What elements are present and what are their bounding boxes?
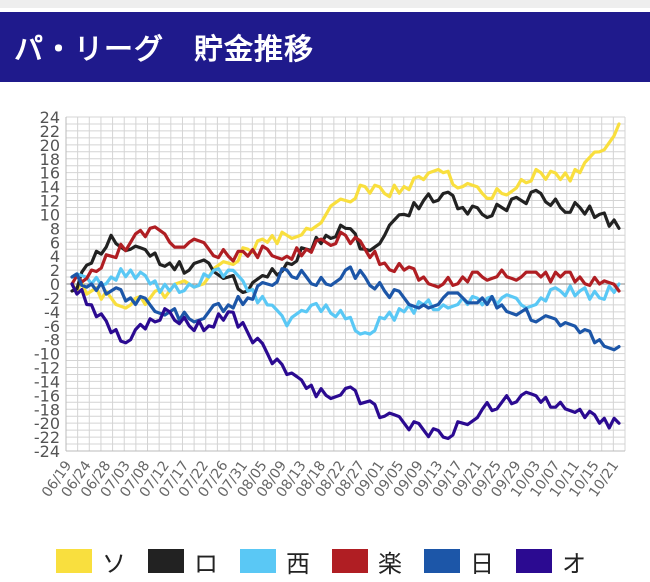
legend-label: ロ (194, 549, 218, 578)
y-tick-label: -14 (34, 372, 60, 391)
series-line-2 (70, 188, 621, 294)
y-tick-label: -18 (34, 400, 60, 419)
series-line-6 (70, 282, 621, 441)
y-tick-label: -12 (34, 359, 60, 378)
legend-label: ソ (102, 549, 126, 578)
y-tick-label: 18 (40, 150, 60, 169)
y-tick-label: 6 (50, 233, 60, 252)
legend-swatch (332, 549, 368, 573)
y-tick-label: -22 (34, 428, 60, 447)
y-tick-label: -16 (34, 386, 60, 405)
legend-item-raku: 楽 (332, 544, 402, 579)
y-tick-label: 0 (50, 275, 60, 294)
y-tick-label: 20 (40, 136, 60, 155)
series-line-4 (70, 225, 621, 293)
y-tick-label: 2 (50, 261, 60, 280)
y-tick-label: -24 (34, 442, 60, 461)
legend-label: 日 (470, 549, 494, 578)
legend-swatch (240, 549, 276, 573)
y-tick-label: 12 (40, 192, 60, 211)
legend-item-ro: ロ (148, 544, 218, 579)
legend-swatch (56, 549, 92, 573)
y-tick-label: 14 (40, 178, 60, 197)
y-tick-label: 24 (40, 108, 60, 127)
legend-label: 楽 (378, 549, 402, 578)
series-line-3 (70, 267, 621, 336)
top-strip (0, 0, 650, 8)
legend-swatch (148, 549, 184, 573)
y-tick-label: -2 (44, 289, 60, 308)
y-tick-label: 10 (40, 205, 60, 224)
legend-item-nichi: 日 (424, 544, 494, 579)
legend-item-o: オ (516, 544, 586, 579)
legend-swatch (516, 549, 552, 573)
y-tick-label: 16 (40, 164, 60, 183)
page-title: パ・リーグ 貯金推移 (14, 32, 315, 66)
chart-legend: ソ ロ 西 楽 日 オ (56, 544, 636, 578)
legend-item-so: ソ (56, 544, 126, 579)
y-tick-label: 8 (50, 219, 60, 238)
y-tick-label: -8 (44, 331, 60, 350)
y-tick-label: -20 (34, 414, 60, 433)
legend-swatch (424, 549, 460, 573)
series-line-1 (70, 122, 621, 310)
y-tick-label: -10 (34, 345, 60, 364)
page-header: パ・リーグ 貯金推移 (0, 12, 650, 82)
legend-label: 西 (286, 549, 310, 578)
legend-item-sei: 西 (240, 544, 310, 579)
y-tick-label: 22 (40, 122, 60, 141)
y-tick-label: 4 (50, 247, 60, 266)
y-tick-label: -6 (44, 317, 60, 336)
y-tick-label: -4 (44, 303, 60, 322)
legend-label: オ (562, 549, 586, 578)
